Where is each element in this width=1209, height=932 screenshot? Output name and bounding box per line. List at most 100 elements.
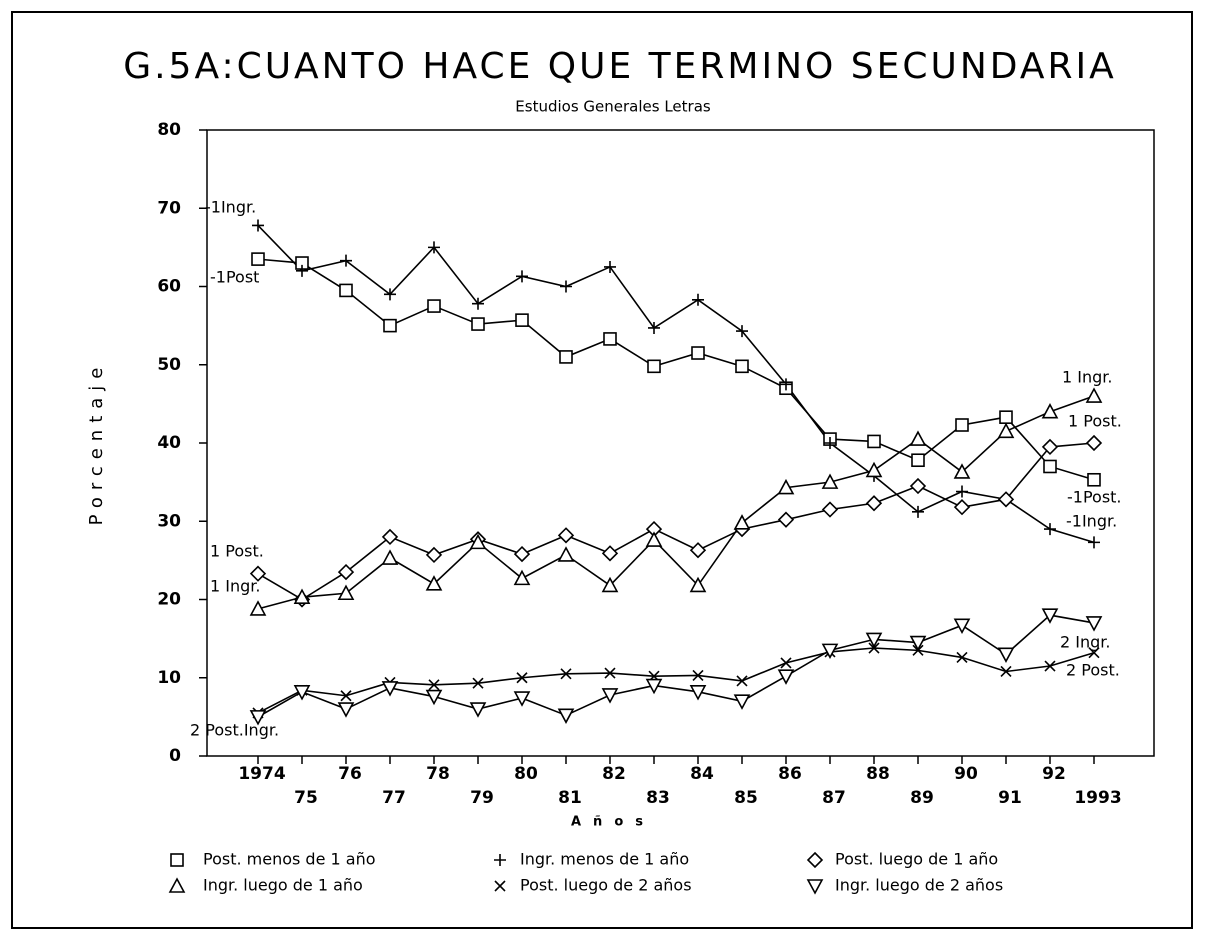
annotation: 1 Ingr.: [210, 577, 260, 596]
data-point: [469, 533, 487, 550]
data-point: [469, 702, 487, 718]
legend-label: Ingr. menos de 1 año: [520, 850, 689, 869]
data-point: [865, 495, 883, 512]
legend-marker: [806, 879, 824, 895]
data-point: [689, 542, 707, 559]
data-point: [428, 679, 440, 691]
data-point: [1085, 616, 1103, 632]
data-point: [340, 254, 352, 267]
x-tick-label: 1974: [238, 764, 285, 784]
data-point: [1041, 608, 1059, 624]
annotation: 1 Ingr.: [1062, 368, 1112, 387]
data-point: [557, 708, 575, 724]
data-point: [604, 260, 616, 273]
y-tick-label: 80: [157, 120, 181, 140]
data-point: [293, 685, 311, 701]
data-point: [513, 691, 531, 707]
data-point: [692, 669, 704, 681]
data-point: [736, 325, 748, 338]
data-point: [647, 359, 661, 374]
data-point: [427, 299, 441, 313]
y-tick-label: 30: [157, 511, 181, 531]
series-line: [257, 614, 1095, 718]
chart-title: G.5A:CUANTO HACE QUE TERMINO SECUNDARIA: [123, 46, 1117, 87]
data-point: [780, 657, 792, 669]
data-point: [425, 689, 443, 706]
annotation: 1 Post.: [1068, 412, 1122, 431]
x-tick-label: 88: [866, 764, 890, 784]
data-point: [560, 668, 572, 680]
x-tick-label: 83: [646, 788, 670, 808]
series-line: [257, 258, 1095, 481]
data-point: [777, 478, 795, 495]
data-point: [953, 463, 971, 479]
data-point: [557, 527, 575, 544]
data-point: [1088, 536, 1100, 549]
data-point: [953, 499, 971, 516]
data-point: [252, 219, 264, 232]
data-point: [997, 491, 1015, 508]
legend-marker: [494, 880, 506, 892]
data-point: [339, 283, 353, 298]
data-point: [645, 531, 663, 547]
data-point: [955, 418, 969, 432]
data-point: [997, 647, 1015, 663]
x-axis-label: Años: [571, 815, 655, 830]
data-point: [997, 422, 1015, 439]
data-point: [691, 346, 705, 360]
data-point: [912, 505, 924, 518]
data-point: [736, 675, 748, 687]
series-line: [257, 647, 1095, 714]
data-point: [1085, 434, 1103, 452]
data-point: [645, 678, 663, 695]
data-point: [648, 321, 660, 334]
x-tick-label: 92: [1042, 764, 1066, 784]
y-tick-label: 20: [157, 590, 181, 610]
data-point: [249, 710, 267, 726]
data-point: [1041, 438, 1059, 456]
data-point: [1044, 523, 1056, 536]
data-point: [953, 618, 971, 635]
y-tick-label: 50: [157, 355, 181, 375]
data-point: [340, 690, 352, 702]
x-tick-label: 85: [734, 788, 758, 808]
data-point: [249, 565, 267, 582]
data-point: [249, 600, 267, 616]
annotation: 2 Post.: [1066, 661, 1120, 680]
data-point: [384, 288, 396, 301]
x-tick-label: 91: [998, 788, 1022, 808]
data-point: [909, 477, 927, 495]
data-point: [1044, 660, 1056, 672]
data-point: [1088, 647, 1100, 659]
data-point: [780, 378, 792, 391]
series-line: [257, 442, 1095, 601]
x-tick-label: 75: [294, 788, 318, 808]
data-point: [428, 241, 440, 254]
data-point: [381, 549, 399, 565]
data-point: [777, 669, 795, 685]
annotation: 2 Post.Ingr.: [190, 721, 279, 740]
data-point: [735, 359, 749, 374]
x-tick-label: 76: [338, 764, 362, 784]
x-tick-label: 82: [602, 764, 626, 784]
y-tick-label: 70: [157, 198, 181, 218]
data-point: [692, 293, 704, 306]
data-point: [381, 528, 399, 546]
data-point: [515, 313, 529, 327]
series-line: [257, 395, 1095, 610]
data-point: [1000, 665, 1012, 678]
data-point: [689, 576, 707, 593]
data-point: [516, 270, 528, 283]
data-point: [381, 681, 399, 697]
data-point: [601, 688, 619, 704]
data-point: [999, 410, 1013, 424]
data-point: [472, 297, 484, 310]
y-axis-label: Porcentaje: [86, 361, 107, 526]
data-point: [604, 667, 616, 679]
data-point: [777, 511, 795, 528]
chart-subtitle: Estudios Generales Letras: [515, 98, 711, 116]
data-point: [867, 434, 881, 449]
data-point: [337, 584, 355, 601]
data-point: [824, 437, 836, 449]
